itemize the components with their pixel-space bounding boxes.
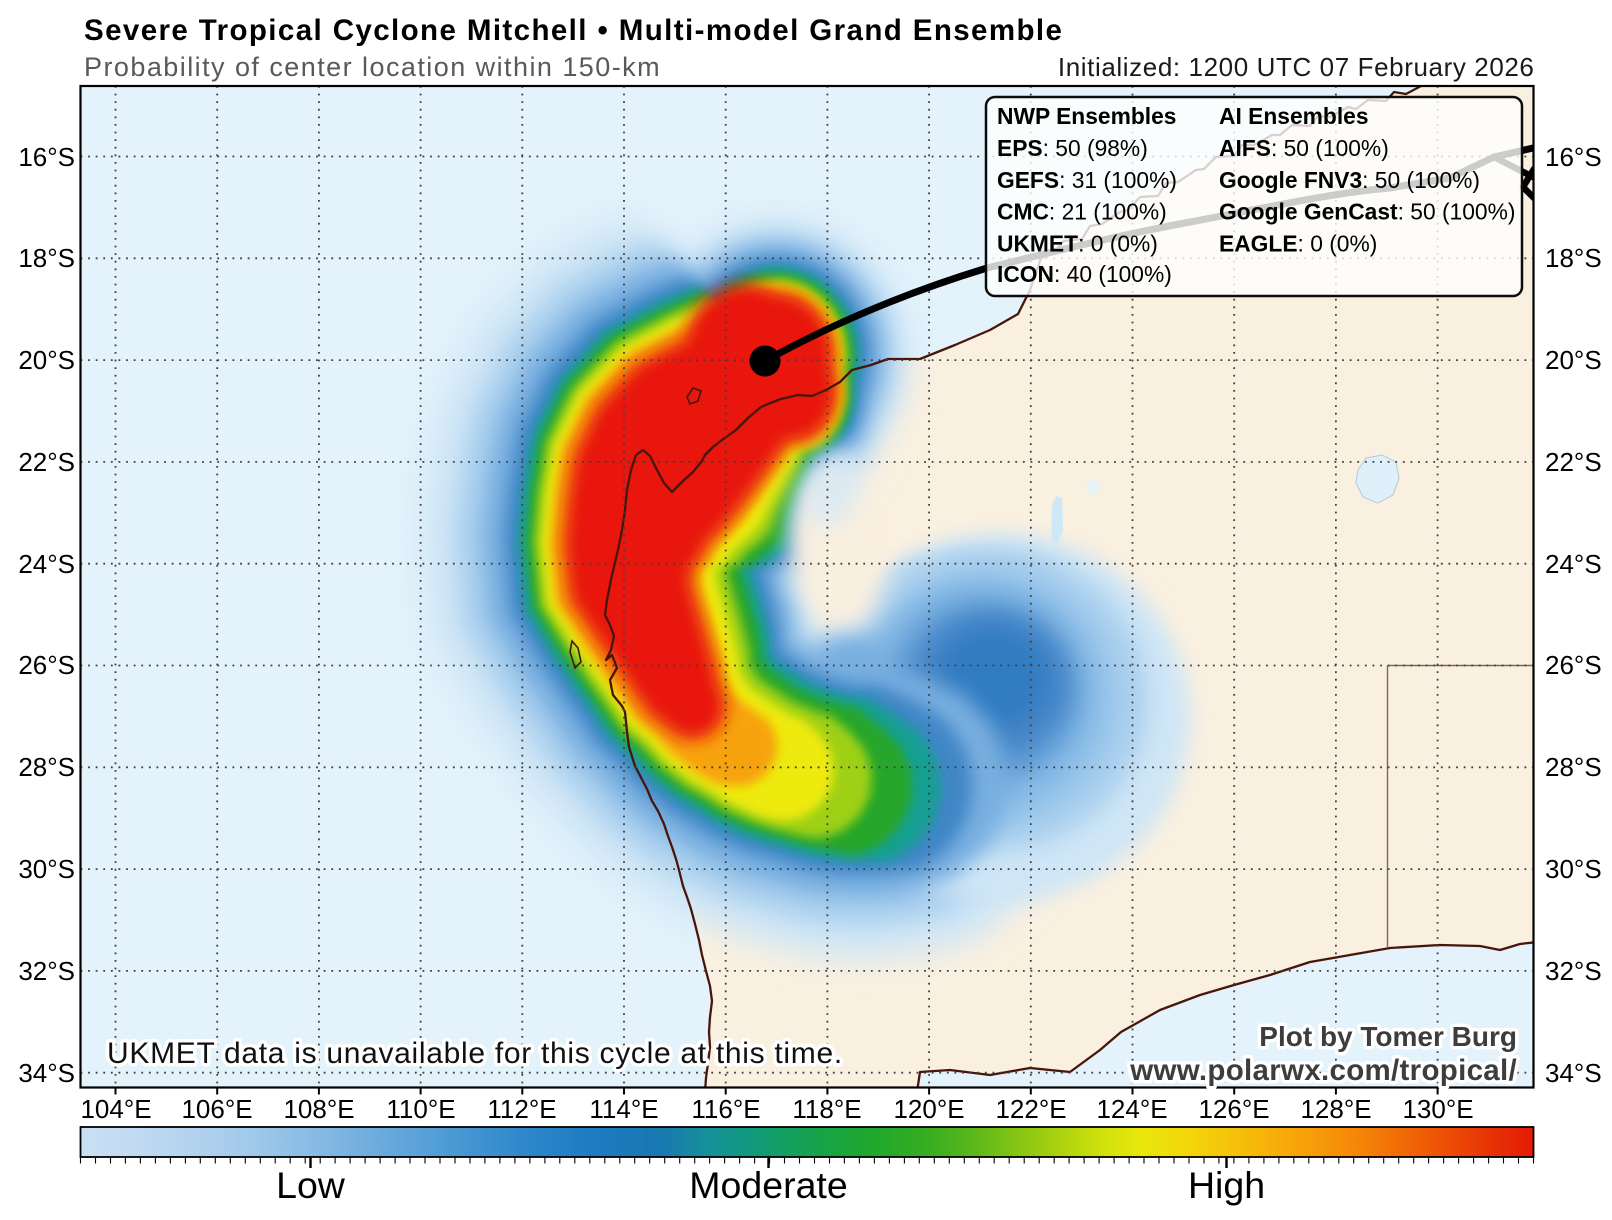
svg-text:28°S: 28°S (1545, 752, 1602, 782)
svg-text:Google FNV3: 50 (100%): Google FNV3: 50 (100%) (1219, 167, 1480, 193)
svg-text:22°S: 22°S (18, 447, 75, 477)
svg-text:106°E: 106°E (181, 1094, 252, 1124)
svg-text:Low: Low (276, 1164, 346, 1206)
svg-text:UKMET: 0 (0%): UKMET: 0 (0%) (997, 231, 1158, 257)
svg-text:CMC: 21 (100%): CMC: 21 (100%) (997, 199, 1167, 225)
svg-text:AIFS: 50 (100%): AIFS: 50 (100%) (1219, 135, 1389, 161)
svg-text:104°E: 104°E (80, 1094, 151, 1124)
svg-text:34°S: 34°S (18, 1058, 75, 1088)
svg-text:114°E: 114°E (589, 1094, 658, 1124)
svg-text:108°E: 108°E (283, 1094, 354, 1124)
svg-text:24°S: 24°S (18, 549, 75, 579)
svg-text:ICON: 40 (100%): ICON: 40 (100%) (997, 261, 1172, 287)
svg-text:www.polarwx.com/tropical/: www.polarwx.com/tropical/ (1129, 1054, 1517, 1087)
svg-text:26°S: 26°S (1545, 650, 1602, 680)
svg-text:32°S: 32°S (1545, 956, 1602, 986)
svg-text:20°S: 20°S (1545, 345, 1602, 375)
svg-text:30°S: 30°S (18, 854, 75, 884)
svg-text:18°S: 18°S (1545, 243, 1602, 273)
svg-text:128°E: 128°E (1300, 1094, 1371, 1124)
svg-text:18°S: 18°S (18, 243, 75, 273)
svg-text:120°E: 120°E (893, 1094, 964, 1124)
svg-text:130°E: 130°E (1402, 1094, 1473, 1124)
svg-text:118°E: 118°E (792, 1094, 861, 1124)
svg-text:24°S: 24°S (1545, 549, 1602, 579)
svg-text:Initialized: 1200 UTC 07 Febru: Initialized: 1200 UTC 07 February 2026 (1058, 52, 1535, 82)
svg-text:High: High (1188, 1164, 1265, 1206)
svg-text:Moderate: Moderate (689, 1164, 847, 1206)
svg-text:26°S: 26°S (18, 650, 75, 680)
svg-text:EAGLE: 0 (0%): EAGLE: 0 (0%) (1219, 231, 1377, 257)
svg-text:Probability of center location: Probability of center location within 15… (84, 52, 661, 82)
svg-text:GEFS: 31 (100%): GEFS: 31 (100%) (997, 167, 1177, 193)
svg-text:16°S: 16°S (18, 142, 75, 172)
svg-text:22°S: 22°S (1545, 447, 1602, 477)
svg-text:28°S: 28°S (18, 752, 75, 782)
svg-text:EPS: 50 (98%): EPS: 50 (98%) (997, 135, 1148, 161)
svg-text:110°E: 110°E (386, 1094, 455, 1124)
svg-text:20°S: 20°S (18, 345, 75, 375)
svg-text:NWP Ensembles: NWP Ensembles (997, 103, 1176, 129)
svg-text:Plot by Tomer Burg: Plot by Tomer Burg (1259, 1021, 1517, 1052)
svg-text:112°E: 112°E (487, 1094, 556, 1124)
svg-text:16°S: 16°S (1545, 142, 1602, 172)
svg-text:116°E: 116°E (691, 1094, 760, 1124)
svg-text:122°E: 122°E (995, 1094, 1066, 1124)
svg-text:32°S: 32°S (18, 956, 75, 986)
svg-text:UKMET data is unavailable for: UKMET data is unavailable for this cycle… (107, 1037, 843, 1070)
svg-text:124°E: 124°E (1096, 1094, 1167, 1124)
svg-text:126°E: 126°E (1198, 1094, 1269, 1124)
svg-text:30°S: 30°S (1545, 854, 1602, 884)
svg-text:AI Ensembles: AI Ensembles (1219, 103, 1369, 129)
svg-text:Google GenCast: 50 (100%): Google GenCast: 50 (100%) (1219, 199, 1515, 225)
svg-text:Severe Tropical Cyclone Mitche: Severe Tropical Cyclone Mitchell • Multi… (84, 14, 1063, 47)
svg-text:34°S: 34°S (1545, 1058, 1602, 1088)
